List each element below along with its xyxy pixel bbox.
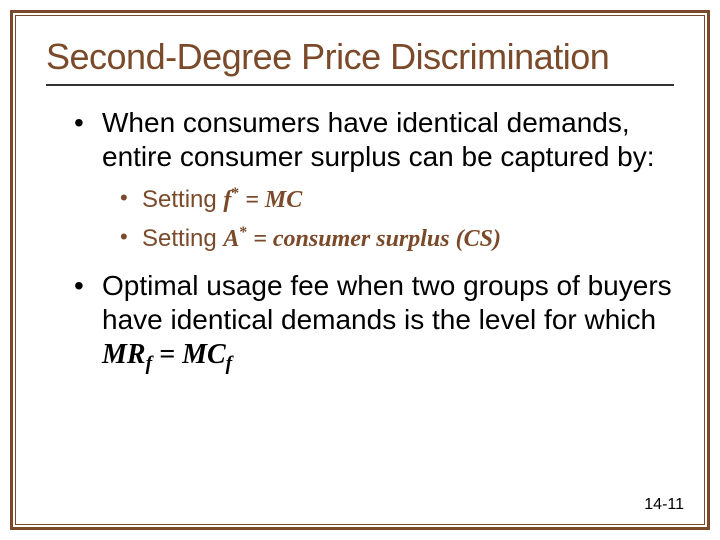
bullet-1a: Setting f* = MC xyxy=(120,184,674,216)
bullet-1a-rhs: MC xyxy=(265,187,302,213)
title-underline xyxy=(46,84,674,86)
bullet-1b-rhs: consumer surplus (CS) xyxy=(273,226,501,252)
bullet-2-rhs: MC xyxy=(182,339,226,370)
bullet-1a-prefix: Setting xyxy=(142,186,223,213)
bullet-1a-eq: = xyxy=(239,187,265,213)
bullet-2-lhs: MR xyxy=(102,339,146,370)
bullet-2-eq: = xyxy=(152,339,182,370)
bullet-1b-mid: = xyxy=(247,226,273,252)
bullet-1b-prefix: Setting xyxy=(142,225,223,252)
bullet-2: Optimal usage fee when two groups of buy… xyxy=(74,269,674,377)
bullet-1b: Setting A* = consumer surplus (CS) xyxy=(120,223,674,255)
bullet-2-rhs-sub: f xyxy=(226,354,233,375)
slide-border-outer: Second-Degree Price Discrimination When … xyxy=(10,10,710,530)
page-number: 14-11 xyxy=(644,496,684,514)
slide-outer: Second-Degree Price Discrimination When … xyxy=(0,0,720,540)
bullet-list-level1: When consumers have identical demands, e… xyxy=(74,106,674,376)
bullet-1-text: When consumers have identical demands, e… xyxy=(102,107,655,172)
bullet-1: When consumers have identical demands, e… xyxy=(74,106,674,255)
bullet-2-pre: Optimal usage fee when two groups of buy… xyxy=(102,270,672,335)
slide-border-inner: Second-Degree Price Discrimination When … xyxy=(15,15,705,525)
bullet-list-level2: Setting f* = MC Setting A* = consumer su… xyxy=(120,184,674,254)
slide-title: Second-Degree Price Discrimination xyxy=(46,36,674,78)
bullet-1b-var: A xyxy=(223,226,239,252)
